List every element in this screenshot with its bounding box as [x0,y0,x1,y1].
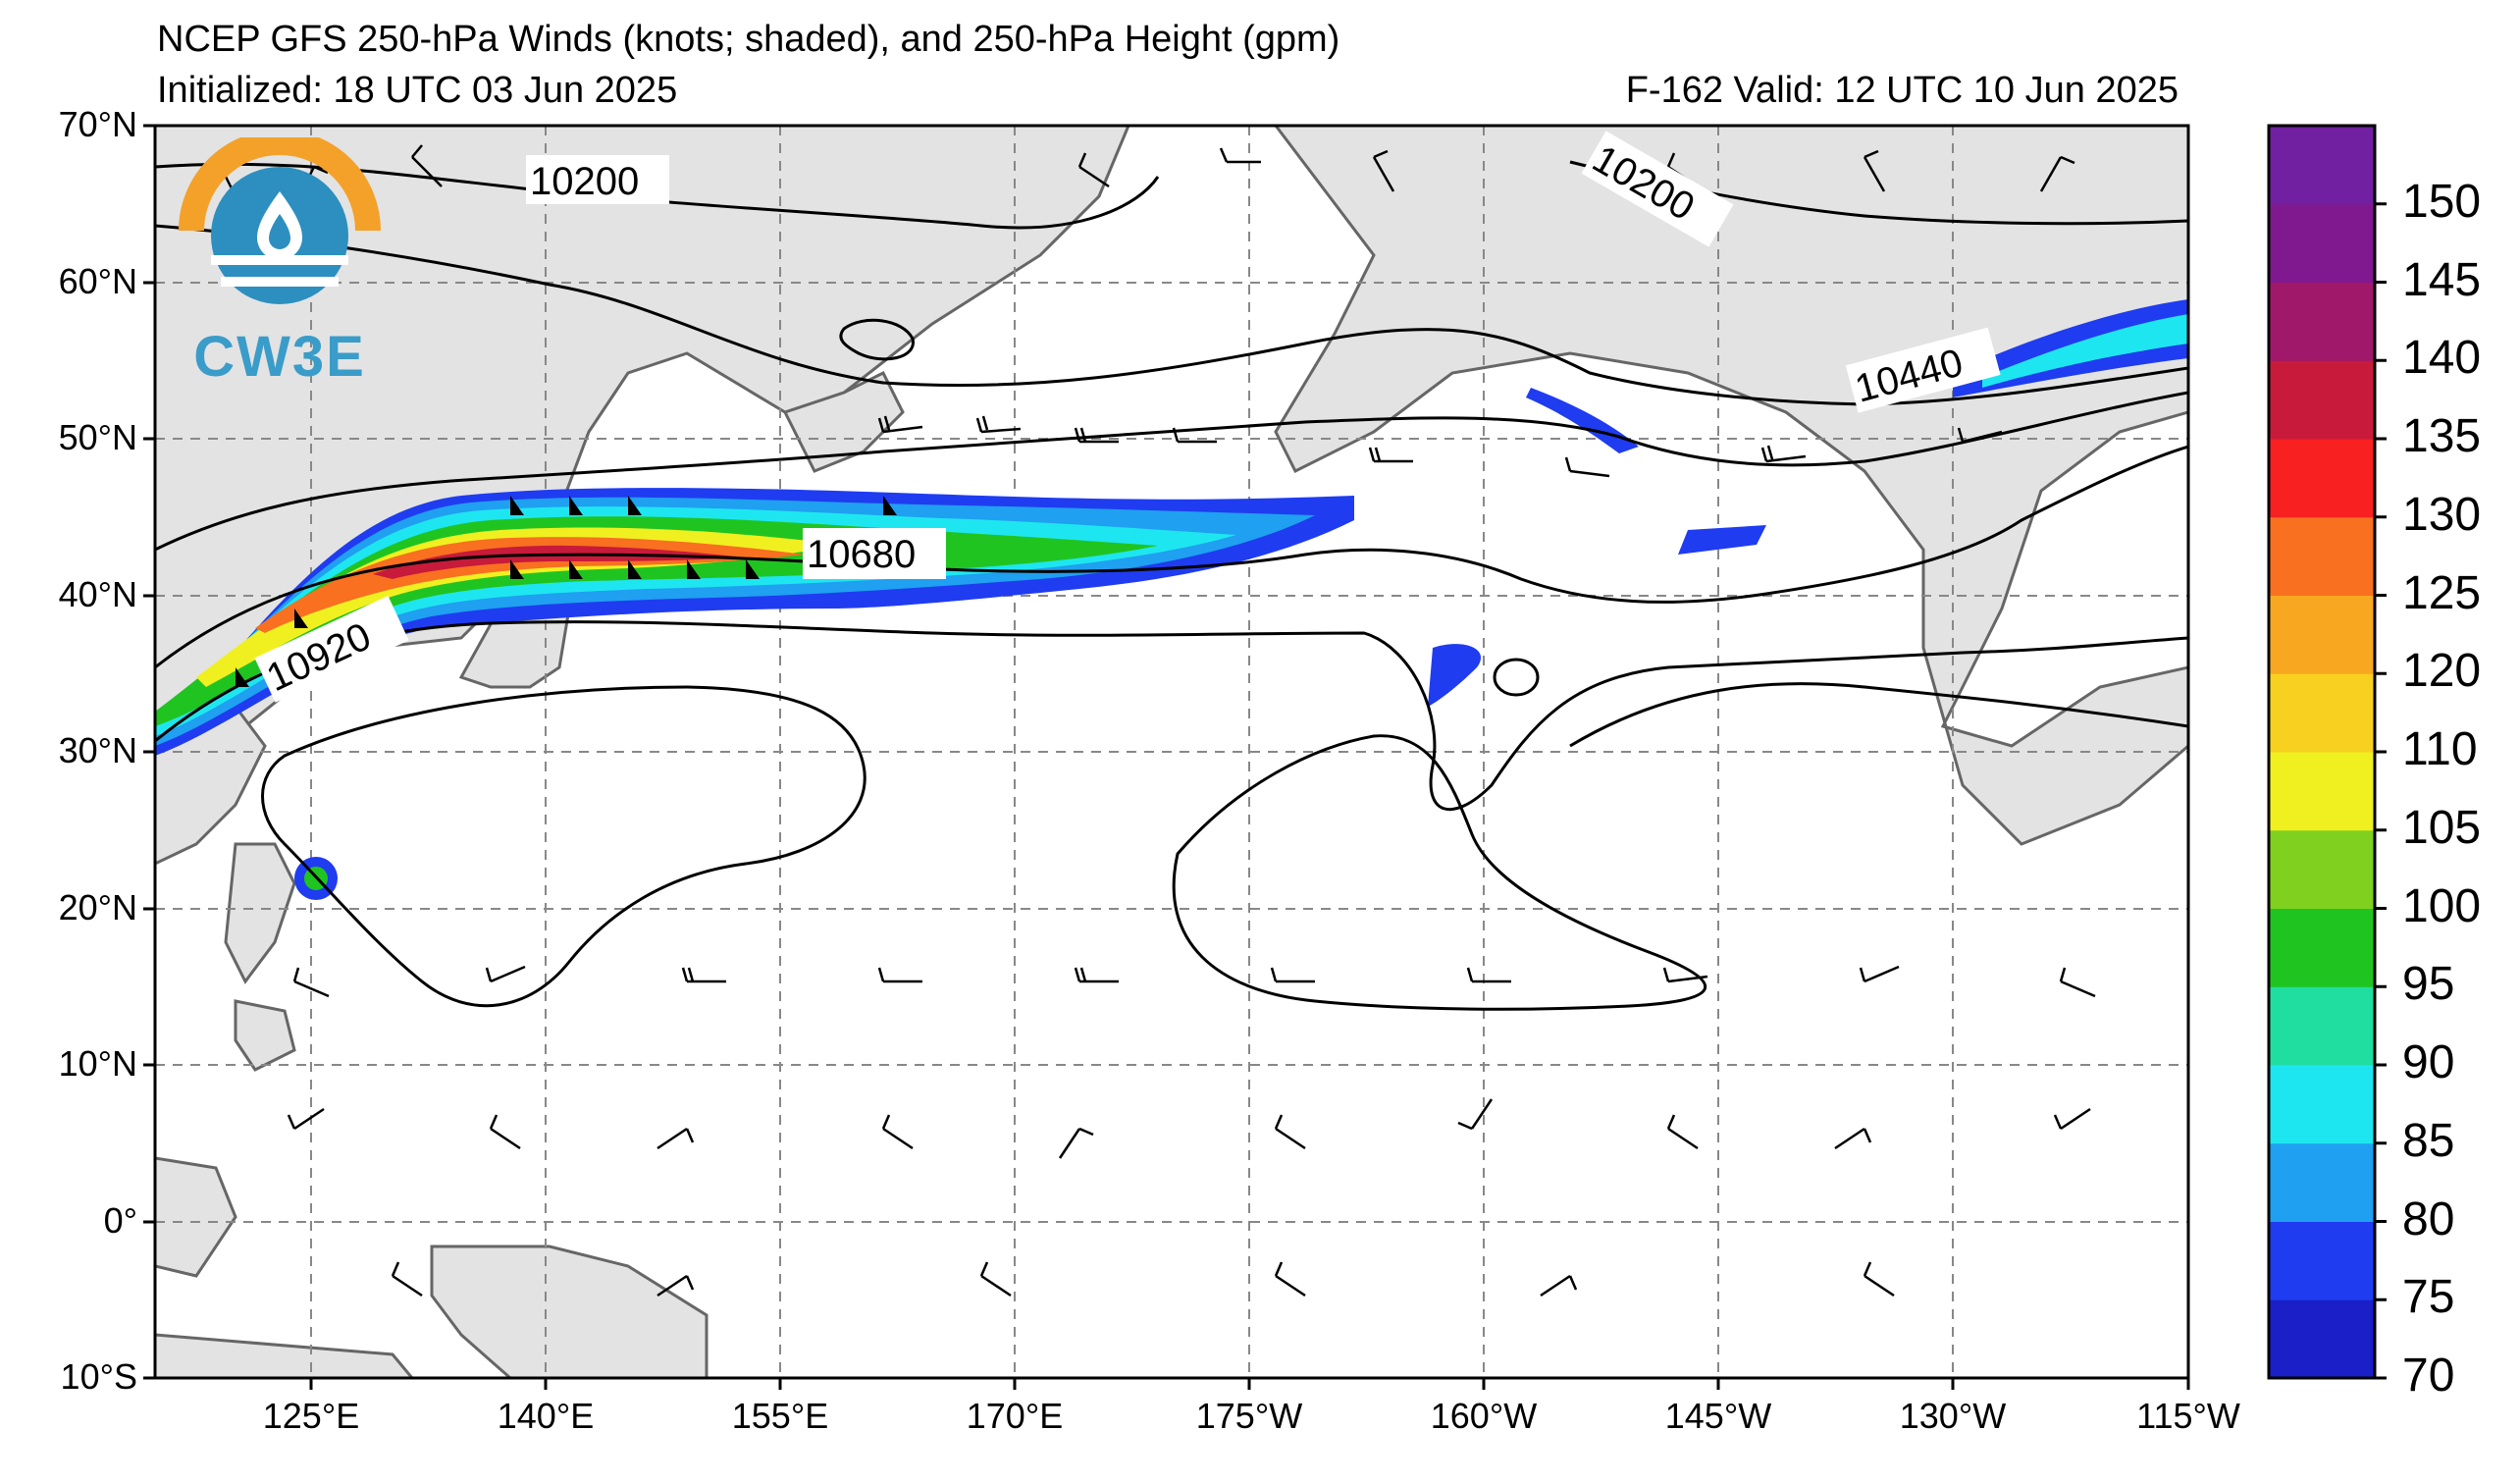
colorbar-tick-label: 125 [2402,566,2482,619]
contour-high-east [1569,682,2188,748]
colorbar-tick-label: 90 [2402,1036,2455,1088]
colorbar-tick-label: 120 [2402,645,2482,698]
colorbar-bin [2269,282,2375,361]
barb-row-mid [877,415,2003,478]
lon-label-140e: 140°E [497,1396,595,1436]
colorbar-bin [2269,986,2375,1066]
valid-time: F-162 Valid: 12 UTC 10 Jun 2025 [1625,70,2179,111]
lat-label-40n: 40°N [58,574,137,614]
jet-canada-inner [1982,314,2188,388]
colorbar-bin [2269,360,2375,440]
colorbar-tick-label: 110 [2402,723,2478,775]
cw3e-logo-icon [179,130,381,304]
colorbar-bin [2269,1299,2375,1379]
height-contours [155,160,2188,1011]
contour-low-2 [1493,658,1540,697]
colorbar-tick-label: 130 [2402,488,2482,541]
lon-label-170e: 170°E [966,1396,1064,1436]
contour-low-1 [839,318,915,361]
lat-label-10n: 10°N [58,1043,137,1084]
colorbar-bin [2269,203,2375,283]
colorbar-bin [2269,908,2375,987]
colorbar-tick-label: 140 [2402,332,2482,385]
colorbar-tick-label: 75 [2402,1271,2455,1324]
lat-label-20n: 20°N [58,887,137,927]
pennant-barbs [236,496,897,687]
colorbar-tick-label: 70 [2402,1350,2455,1402]
contour-10680 [155,445,2188,669]
colorbar-tick-label: 105 [2402,801,2482,854]
colorbar-tick-label: 135 [2402,410,2482,462]
jet-small-1 [1428,644,1481,707]
lon-label-125e: 125°E [262,1396,360,1436]
initialized-time: Initialized: 18 UTC 03 Jun 2025 [157,70,678,111]
lon-label-130w: 130°W [1899,1396,2007,1436]
colorbar-tick-label: 95 [2402,958,2455,1011]
colorbar-bin [2269,673,2375,753]
lon-label-155e: 155°E [731,1396,829,1436]
lat-label-10s: 10°S [60,1356,137,1397]
contour-high-west [261,685,866,1008]
colorbar-bin [2269,1142,2375,1222]
lon-label-175w: 175°W [1195,1396,1303,1436]
lat-label-70n: 70°N [58,104,137,144]
lon-label-160w: 160°W [1430,1396,1538,1436]
jet-bering [1526,388,1639,453]
cw3e-logo: CW3E [177,130,383,393]
contour-10920 [155,620,2188,812]
contour-label-10680: 10680 [807,533,916,576]
axis-ticks [143,124,2190,1390]
jet-125kt [255,537,805,633]
colorbar-bin [2269,1221,2375,1300]
colorbar-tick-label: 150 [2402,175,2482,228]
colorbar-tick-label: 145 [2402,253,2482,306]
colorbar-tick-label: 85 [2402,1114,2455,1167]
contour-label-10200-west: 10200 [530,160,639,203]
logo-text: CW3E [193,325,366,389]
colorbar-bin [2269,439,2375,518]
contour-high-central [1172,734,1707,1011]
chart-title: NCEP GFS 250-hPa Winds (knots; shaded), … [157,19,1340,60]
lon-label-145w: 145°W [1664,1396,1772,1436]
lat-label-30n: 30°N [58,730,137,770]
lon-label-115w: 115°W [2136,1396,2240,1436]
lat-label-50n: 50°N [58,417,137,457]
colorbar-bin [2269,516,2375,596]
colorbar-bin [2269,126,2375,205]
colorbar-bin [2269,829,2375,909]
jet-small-2 [1678,525,1766,555]
colorbar-tick-label: 80 [2402,1192,2455,1245]
colorbar-bin [2269,595,2375,674]
colorbar-frame [2267,124,2377,1380]
lat-label-0: 0° [103,1200,137,1241]
lat-label-60n: 60°N [58,261,137,301]
contour-10440 [155,391,2188,552]
colorbar-bin [2269,752,2375,831]
colorbar-bin [2269,1065,2375,1144]
colorbar [2269,126,2387,1380]
colorbar-tick-label: 100 [2402,879,2482,932]
barb-row-south [287,965,2096,1298]
